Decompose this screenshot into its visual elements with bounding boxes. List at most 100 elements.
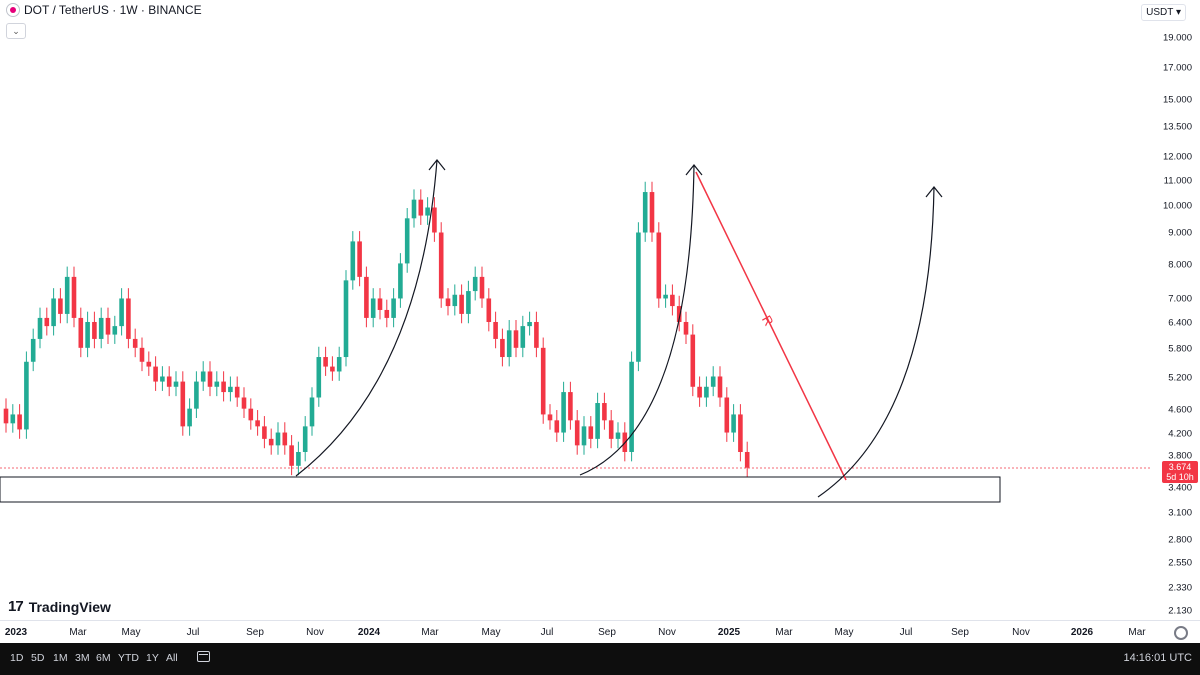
candle-body	[452, 294, 458, 307]
candle-body	[139, 347, 145, 362]
candle-body	[629, 361, 634, 452]
curve-arrow-2	[579, 164, 695, 476]
candle-body	[391, 298, 396, 318]
candle-body	[24, 361, 29, 430]
gear-icon[interactable]	[1174, 626, 1188, 640]
candle-body	[527, 321, 532, 327]
range-all-button[interactable]: All	[166, 652, 178, 664]
candle-body	[268, 438, 274, 446]
candle-body	[58, 298, 63, 314]
candle-body	[10, 414, 16, 424]
time-tick-label: Sep	[598, 627, 616, 638]
time-tick-label: Nov	[306, 627, 324, 638]
price-chart[interactable]: R	[0, 0, 1150, 620]
candle-body	[404, 218, 410, 264]
range-1m-button[interactable]: 1M	[53, 652, 68, 664]
candle-body	[3, 408, 9, 424]
candle-body	[207, 371, 213, 387]
time-tick-label: Mar	[421, 627, 439, 638]
price-tick-label: 4.600	[1168, 404, 1192, 416]
candle-body	[670, 294, 675, 307]
time-axis[interactable]: 2023 Mar May Jul Sep Nov 2024 Mar May Jul Sep Nov 20…	[0, 620, 1200, 643]
candle-body	[608, 420, 614, 439]
candle-body	[214, 381, 220, 387]
candle-body	[676, 306, 682, 322]
currency-button[interactable]: USDT ▾	[1141, 4, 1186, 21]
price-tick-label: 9.000	[1168, 227, 1192, 239]
candles-group	[3, 181, 750, 478]
range-ytd-button[interactable]: YTD	[118, 652, 139, 664]
price-tick-label: 13.500	[1162, 121, 1192, 133]
candle-body	[44, 317, 50, 327]
candle-body	[547, 414, 553, 421]
candle-body	[234, 386, 240, 398]
range-1y-button[interactable]: 1Y	[146, 652, 159, 664]
time-tick-label: Nov	[1012, 627, 1030, 638]
symbol-info[interactable]: DOT / TetherUS · 1W · BINANCE	[6, 3, 202, 17]
candle-body	[432, 207, 437, 233]
range-3m-button[interactable]: 3M	[75, 652, 90, 664]
resistance-trendline	[695, 171, 847, 481]
time-tick-label: Jul	[540, 627, 554, 638]
candle-body	[459, 294, 464, 314]
candle-body	[472, 276, 478, 292]
candle-body	[221, 381, 226, 393]
candle-body	[336, 357, 342, 372]
candle-body	[663, 294, 668, 299]
bar-countdown: 5d 10h	[1166, 472, 1194, 482]
calendar-icon[interactable]	[197, 651, 210, 662]
time-tick-label: Jul	[186, 627, 200, 638]
candle-body	[282, 432, 288, 446]
candle-body	[445, 298, 451, 307]
candle-body	[384, 309, 390, 318]
price-axis[interactable]: 19.000 17.000 15.000 13.500 12.000 11.000 10.0…	[1150, 0, 1200, 620]
candle-body	[581, 426, 587, 446]
candle-body	[200, 371, 206, 382]
candle-body	[486, 298, 492, 322]
range-6m-button[interactable]: 6M	[96, 652, 111, 664]
candle-body	[364, 276, 369, 318]
candle-body	[500, 338, 505, 358]
candle-body	[411, 199, 417, 219]
price-tick-label: 8.000	[1168, 259, 1192, 271]
candle-body	[731, 414, 736, 433]
candle-body	[343, 280, 349, 358]
candle-body	[513, 330, 519, 348]
candle-body	[153, 366, 158, 382]
candle-body	[98, 317, 104, 339]
candle-body	[370, 298, 376, 318]
candle-body	[105, 317, 111, 335]
range-5d-button[interactable]: 5D	[31, 652, 45, 664]
candle-body	[710, 376, 716, 387]
candle-body	[51, 298, 56, 327]
candle-body	[160, 376, 165, 382]
candle-body	[418, 199, 424, 216]
candle-body	[479, 276, 485, 299]
price-tick-label: 3.100	[1168, 507, 1192, 519]
candle-body	[302, 426, 308, 452]
candle-body	[262, 426, 267, 439]
candle-body	[17, 414, 22, 430]
price-tick-label: 10.000	[1162, 200, 1192, 212]
candle-body	[132, 338, 138, 348]
arrowhead-3	[925, 186, 943, 198]
time-tick-label: 2026	[1070, 627, 1094, 638]
candle-body	[30, 338, 36, 362]
range-1d-button[interactable]: 1D	[10, 652, 24, 664]
utc-clock[interactable]: 14:16:01 UTC	[1123, 652, 1192, 664]
candle-body	[574, 420, 580, 446]
candle-body	[194, 381, 199, 409]
candle-body	[724, 397, 730, 433]
price-tick-label: 12.000	[1162, 151, 1192, 163]
price-tick-label: 4.200	[1168, 428, 1192, 440]
curve-arrow-1	[295, 159, 438, 477]
collapse-legend-button[interactable]: ⌄	[6, 23, 26, 39]
candle-body	[568, 392, 573, 421]
candle-body	[425, 207, 430, 216]
candle-body	[241, 397, 247, 409]
candle-body	[37, 317, 43, 339]
candle-body	[738, 414, 743, 452]
price-tick-label: 2.550	[1168, 557, 1192, 569]
candle-body	[112, 326, 118, 335]
time-tick-label: Sep	[951, 627, 969, 638]
